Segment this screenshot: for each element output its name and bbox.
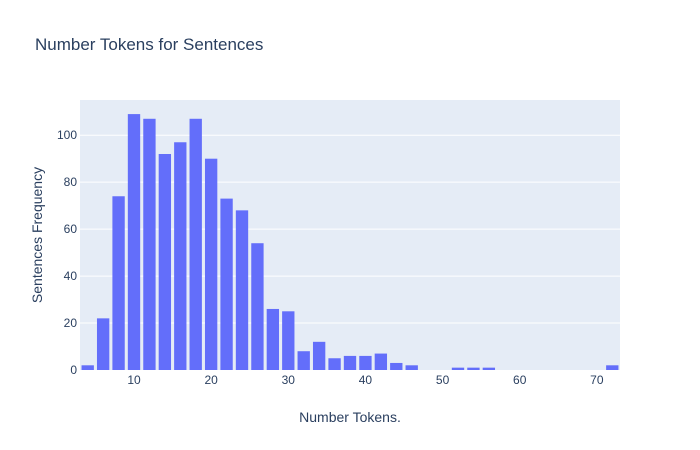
histogram-bar [174, 142, 187, 370]
histogram-bar [606, 365, 619, 370]
x-tick-label: 20 [204, 373, 218, 387]
histogram-bar [251, 243, 264, 370]
x-axis-ticks: 10 20 30 40 50 60 70 [127, 373, 604, 387]
histogram-bar [374, 353, 388, 370]
x-tick-label: 70 [590, 373, 604, 387]
histogram-bar [359, 355, 372, 370]
histogram-bar [112, 196, 125, 370]
histogram-bar [297, 351, 310, 370]
histogram-bar [158, 154, 172, 370]
histogram-bar [312, 341, 326, 370]
y-tick-label: 60 [64, 222, 78, 236]
histogram-bar [220, 198, 233, 370]
x-tick-label: 50 [436, 373, 450, 387]
histogram-bar [451, 367, 465, 370]
histogram-bar [482, 367, 496, 370]
x-tick-label: 10 [127, 373, 141, 387]
histogram-bar [266, 308, 280, 370]
histogram-bar [235, 210, 249, 370]
histogram-bar [328, 358, 341, 370]
y-axis-label: Sentences Frequency [29, 167, 45, 303]
histogram-bar [96, 318, 110, 370]
chart-title: Number Tokens for Sentences [35, 35, 263, 54]
histogram-bar [390, 362, 403, 370]
histogram-bar [143, 118, 156, 370]
y-tick-label: 20 [64, 316, 78, 330]
y-tick-label: 0 [70, 363, 77, 377]
histogram-bar [282, 311, 295, 370]
histogram-bar [189, 118, 202, 370]
histogram-bar [81, 365, 94, 370]
histogram-bar [204, 158, 218, 370]
y-tick-label: 100 [57, 128, 77, 142]
y-tick-label: 80 [64, 175, 78, 189]
histogram-bar [405, 365, 418, 370]
histogram-bar [127, 114, 141, 370]
y-tick-label: 40 [64, 269, 78, 283]
bars [81, 114, 619, 370]
x-tick-label: 60 [513, 373, 527, 387]
x-tick-label: 30 [282, 373, 296, 387]
histogram-bar [343, 355, 357, 370]
histogram-bar [467, 367, 480, 370]
x-axis-label: Number Tokens. [299, 409, 401, 425]
y-axis-ticks: 0 20 40 60 80 100 [57, 128, 77, 377]
x-tick-label: 40 [359, 373, 373, 387]
